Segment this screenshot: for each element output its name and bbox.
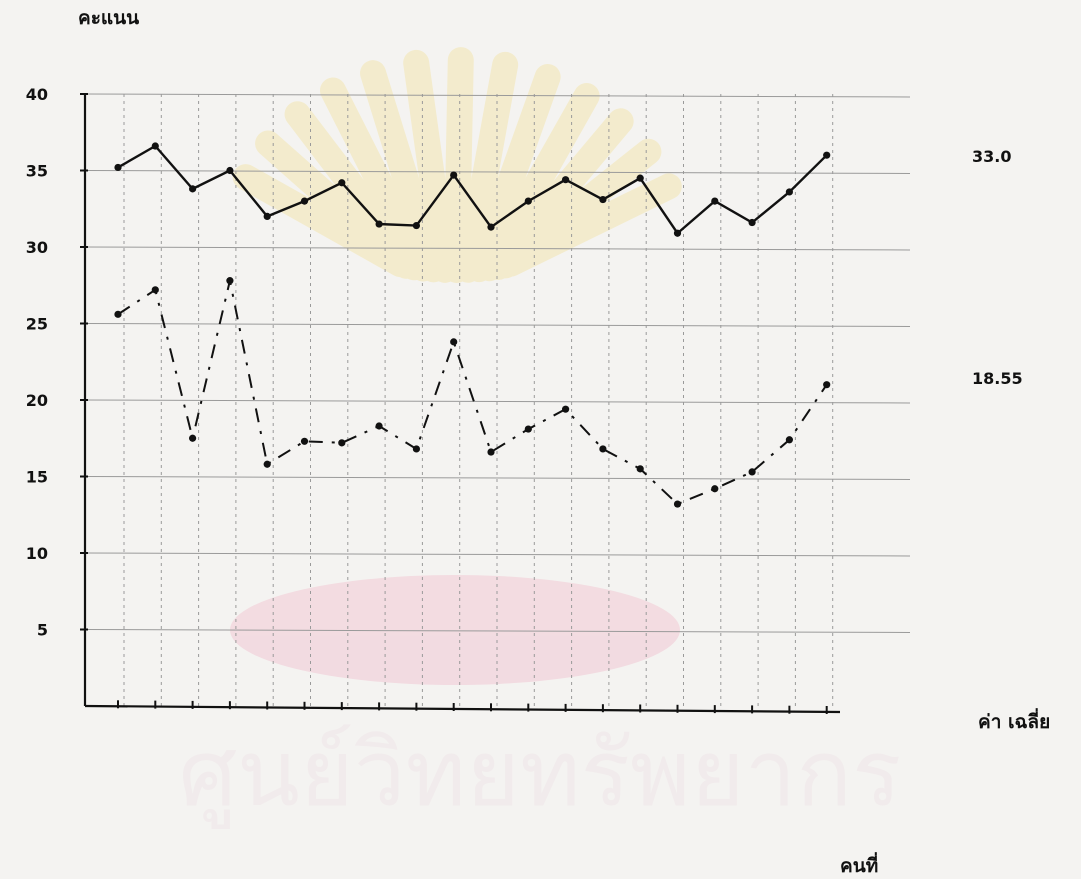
- grid-line-horizontal: [84, 552, 911, 557]
- watermark-ray: [476, 83, 600, 282]
- data-point-solid: [823, 151, 831, 159]
- grid: [84, 93, 911, 706]
- y-tick-label: 25: [26, 315, 48, 334]
- data-point-dashed: [748, 468, 756, 476]
- data-point-dashed: [487, 448, 495, 456]
- y-tick-label: 40: [26, 85, 48, 104]
- data-point-solid: [226, 166, 234, 175]
- watermark-ray: [232, 164, 414, 278]
- mean-axis-label: ค่า เฉลี่ย: [978, 708, 1050, 733]
- data-point-solid: [673, 229, 682, 237]
- x-axis-line: [84, 704, 841, 714]
- y-tick-label: 5: [37, 621, 48, 640]
- data-point-solid: [524, 197, 532, 205]
- mean-label-dashed: 18.55: [972, 369, 1023, 388]
- y-ticks: 5 10 15 20 25 30 35 40: [26, 85, 88, 640]
- watermark-base: [230, 575, 680, 685]
- data-point-dashed: [562, 405, 570, 413]
- data-point-dashed: [450, 338, 458, 346]
- data-point-solid: [785, 188, 794, 196]
- data-point-solid: [562, 176, 570, 184]
- data-point-dashed: [189, 434, 197, 442]
- data-point-dashed: [375, 422, 383, 430]
- data-point-dashed: [338, 439, 346, 447]
- data-point-solid: [599, 195, 607, 204]
- watermark-text: ศูนย์วิทยทรัพยากร: [179, 720, 902, 829]
- data-point-dashed: [823, 381, 831, 389]
- series-lines: [117, 144, 828, 506]
- data-point-dashed: [636, 465, 644, 473]
- data-point-solid: [151, 142, 159, 150]
- watermark-ray: [455, 51, 519, 283]
- data-point-solid: [450, 171, 458, 179]
- data-point-solid: [711, 197, 719, 205]
- data-points: [114, 142, 831, 508]
- series-line-dashed: [117, 280, 828, 506]
- data-point-dashed: [300, 437, 309, 445]
- data-point-dashed: [412, 445, 420, 453]
- y-tick-label: 20: [26, 391, 48, 410]
- data-point-dashed: [785, 436, 794, 444]
- data-point-solid: [263, 212, 271, 220]
- grid-line-horizontal: [84, 476, 911, 480]
- y-tick-label: 30: [26, 238, 48, 257]
- data-point-solid: [338, 179, 346, 187]
- data-point-dashed: [226, 277, 234, 285]
- watermark-ray: [466, 63, 561, 283]
- x-ticks: [117, 700, 828, 714]
- data-point-solid: [189, 185, 197, 193]
- data-point-dashed: [524, 425, 532, 433]
- data-point-solid: [487, 223, 495, 231]
- data-point-dashed: [599, 445, 607, 453]
- grid-line-horizontal: [84, 399, 911, 404]
- data-point-dashed: [151, 286, 159, 294]
- grid-line-horizontal: [84, 629, 911, 633]
- data-point-dashed: [673, 500, 682, 508]
- data-point-solid: [114, 163, 122, 172]
- series-line-solid: [117, 144, 828, 236]
- data-point-dashed: [711, 485, 719, 493]
- watermark-seal: ศูนย์วิทยทรัพยากร: [179, 47, 902, 829]
- data-point-solid: [636, 174, 644, 182]
- data-point-solid: [300, 197, 309, 205]
- data-point-dashed: [114, 310, 122, 318]
- data-point-solid: [748, 218, 756, 227]
- watermark-ray: [403, 49, 458, 283]
- data-point-dashed: [263, 460, 271, 468]
- mean-label-solid: 33.0: [972, 147, 1011, 166]
- y-tick-label: 35: [26, 162, 48, 181]
- y-tick-label: 10: [26, 544, 48, 563]
- data-point-solid: [375, 220, 383, 228]
- data-point-solid: [412, 221, 420, 230]
- x-axis-label: คนที่: [840, 852, 878, 877]
- y-axis-label: คะแนน: [78, 7, 139, 29]
- y-tick-label: 15: [26, 468, 48, 487]
